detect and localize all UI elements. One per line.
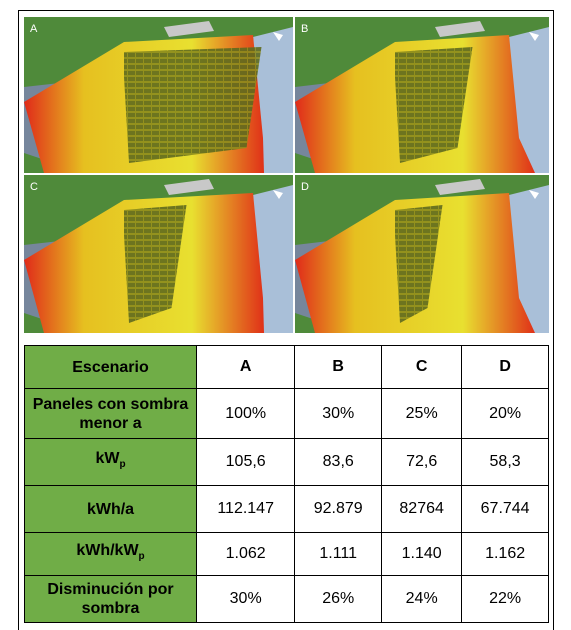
row-label: kWh/kWp bbox=[25, 533, 197, 576]
value-cell: 1.162 bbox=[462, 533, 549, 576]
label-subscript: p bbox=[139, 552, 145, 563]
shading-render: C bbox=[24, 175, 293, 333]
value-cell: 26% bbox=[295, 576, 382, 623]
row-label: Disminución por sombra bbox=[25, 576, 197, 623]
render-image bbox=[24, 175, 293, 333]
shading-render: B bbox=[295, 17, 549, 173]
header-cell: C bbox=[382, 346, 462, 389]
render-image bbox=[24, 17, 293, 173]
row-label: kWh/a bbox=[25, 486, 197, 533]
value-cell: 92.879 bbox=[295, 486, 382, 533]
value-cell: 24% bbox=[382, 576, 462, 623]
value-cell: 25% bbox=[382, 389, 462, 439]
value-cell: 58,3 bbox=[462, 439, 549, 486]
value-cell: 112.147 bbox=[197, 486, 295, 533]
header-cell: A bbox=[197, 346, 295, 389]
label-text: Disminución por sombra bbox=[47, 581, 173, 617]
row-label: kWp bbox=[25, 439, 197, 486]
value-cell: 1.140 bbox=[382, 533, 462, 576]
shading-render: A bbox=[24, 17, 293, 173]
image-grid: A B C D bbox=[24, 17, 549, 334]
value-cell: 82764 bbox=[382, 486, 462, 533]
row-label: Paneles con sombra menor a bbox=[25, 389, 197, 439]
label-text: kW bbox=[95, 450, 119, 467]
label-text: Paneles con sombra menor a bbox=[33, 396, 189, 432]
panel-label: D bbox=[301, 181, 309, 193]
render-image bbox=[295, 175, 549, 333]
table-row: Disminución por sombra 30%26%24%22% bbox=[25, 576, 549, 623]
value-cell: 72,6 bbox=[382, 439, 462, 486]
panel-label: C bbox=[30, 181, 38, 193]
label-text: kWh/kW bbox=[76, 542, 138, 559]
page: A B C D EscenarioABCDPaneles con sombra … bbox=[0, 0, 571, 627]
panel-label: B bbox=[301, 23, 308, 35]
header-cell: B bbox=[295, 346, 382, 389]
shading-render: D bbox=[295, 175, 549, 333]
header-cell: D bbox=[462, 346, 549, 389]
value-cell: 100% bbox=[197, 389, 295, 439]
value-cell: 1.062 bbox=[197, 533, 295, 576]
value-cell: 105,6 bbox=[197, 439, 295, 486]
label-text: kWh/a bbox=[87, 501, 134, 518]
value-cell: 30% bbox=[295, 389, 382, 439]
panel-label: A bbox=[30, 23, 37, 35]
header-cell: Escenario bbox=[25, 346, 197, 389]
render-image bbox=[295, 17, 549, 173]
value-cell: 20% bbox=[462, 389, 549, 439]
value-cell: 83,6 bbox=[295, 439, 382, 486]
value-cell: 1.111 bbox=[295, 533, 382, 576]
value-cell: 22% bbox=[462, 576, 549, 623]
value-cell: 67.744 bbox=[462, 486, 549, 533]
label-subscript: p bbox=[119, 460, 125, 471]
value-cell: 30% bbox=[197, 576, 295, 623]
